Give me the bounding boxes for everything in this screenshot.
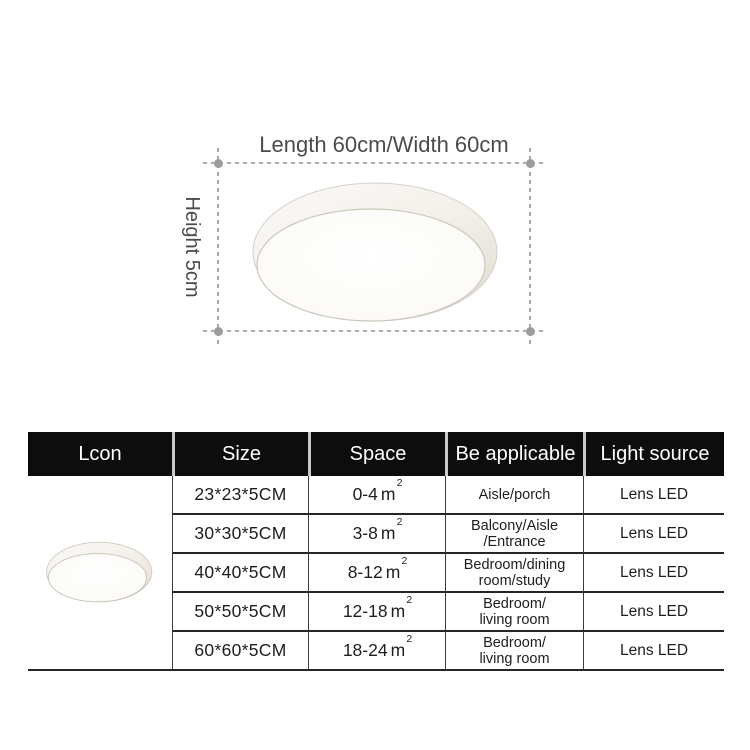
ceiling-lamp-icon-cell [28,476,172,671]
size-cell: 50*50*5CM [172,593,308,632]
corner-marker-bottom-right [526,327,535,336]
dimension-line-right [529,148,531,346]
light-source-cell: Lens LED [583,593,724,632]
space-cell: 0-4 m 2 [308,476,445,515]
space-cell: 8-12 m 2 [308,554,445,593]
space-cell: 12-18 m 2 [308,593,445,632]
spec-table-header-row: Lcon Size Space Be applicable Light sour… [28,432,724,476]
size-cell: 40*40*5CM [172,554,308,593]
header-light-source: Light source [583,432,724,476]
header-space: Space [308,432,445,476]
ceiling-lamp-image [252,182,498,322]
table-row: 50*50*5CM 12-18 m 2 Bedroom/living room Le… [28,593,724,632]
length-width-label: Length 60cm/Width 60cm [259,132,509,157]
light-source-cell: Lens LED [583,632,724,671]
space-value: 8-12 [347,562,383,582]
applicable-cell: Bedroom/living room [445,593,583,632]
space-value: 0-4 [352,484,378,504]
header-icon: Lcon [28,432,172,476]
dimension-diagram: Length 60cm/Width 60cm Height 5cm [181,132,544,346]
size-cell: 30*30*5CM [172,515,308,554]
space-cell: 18-24 m 2 [308,632,445,671]
size-cell: 60*60*5CM [172,632,308,671]
space-value: 12-18 [342,601,388,621]
space-cell: 3-8 m 2 [308,515,445,554]
height-label: Height 5cm [181,196,203,298]
dimension-line-bottom [203,330,544,332]
light-source-cell: Lens LED [583,515,724,554]
header-size: Size [172,432,308,476]
dimension-line-top [203,162,544,164]
light-source-cell: Lens LED [583,554,724,593]
applicable-cell: Bedroom/dining room/study [445,554,583,593]
corner-marker-top-left [214,159,223,168]
header-applicable: Be applicable [445,432,583,476]
spec-table: Lcon Size Space Be applicable Light sour… [28,432,724,671]
applicable-cell: Aisle/porch [445,476,583,515]
table-row: 60*60*5CM 18-24 m 2 Bedroom/living room Le… [28,632,724,671]
light-source-cell: Lens LED [583,476,724,515]
applicable-cell: Balcony/Aisle/Entrance [445,515,583,554]
table-row: 23*23*5CM 0-4 m 2 Aisle/porch Lens LED [28,476,724,671]
corner-marker-bottom-left [214,327,223,336]
corner-marker-top-right [526,159,535,168]
ceiling-lamp-icon [45,541,152,603]
size-cell: 23*23*5CM [172,476,308,515]
table-row: 30*30*5CM 3-8 m 2 Balcony/Aisle/Entrance L… [28,515,724,554]
dimension-line-left [217,148,219,346]
table-row: 40*40*5CM 8-12 m 2 Bedroom/dining room/stud… [28,554,724,593]
space-value: 3-8 [352,523,378,543]
applicable-cell: Bedroom/living room [445,632,583,671]
space-value: 18-24 [342,640,388,660]
